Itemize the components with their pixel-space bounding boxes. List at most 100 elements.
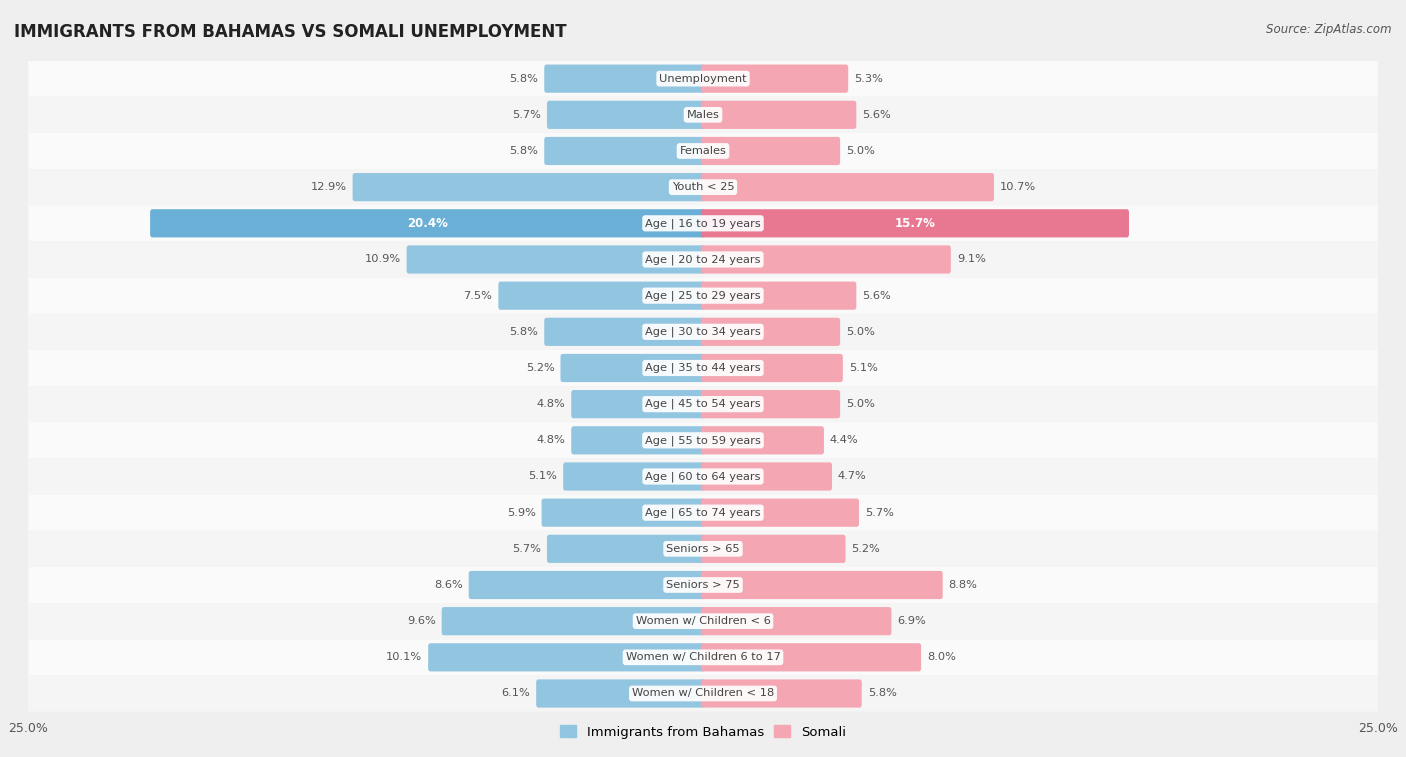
Text: Women w/ Children < 18: Women w/ Children < 18 — [631, 689, 775, 699]
FancyBboxPatch shape — [150, 209, 706, 238]
FancyBboxPatch shape — [700, 173, 994, 201]
FancyBboxPatch shape — [700, 679, 862, 708]
FancyBboxPatch shape — [700, 64, 848, 93]
FancyBboxPatch shape — [441, 607, 706, 635]
Text: 4.4%: 4.4% — [830, 435, 859, 445]
FancyBboxPatch shape — [28, 350, 1378, 386]
Text: 4.8%: 4.8% — [537, 435, 565, 445]
FancyBboxPatch shape — [547, 101, 706, 129]
FancyBboxPatch shape — [406, 245, 706, 273]
Text: 5.6%: 5.6% — [862, 110, 891, 120]
FancyBboxPatch shape — [700, 607, 891, 635]
Text: 8.0%: 8.0% — [927, 653, 956, 662]
FancyBboxPatch shape — [28, 459, 1378, 494]
Text: 5.7%: 5.7% — [865, 508, 894, 518]
Text: Women w/ Children 6 to 17: Women w/ Children 6 to 17 — [626, 653, 780, 662]
Text: 5.0%: 5.0% — [846, 327, 875, 337]
Text: Age | 55 to 59 years: Age | 55 to 59 years — [645, 435, 761, 446]
Text: Unemployment: Unemployment — [659, 73, 747, 83]
Text: 20.4%: 20.4% — [408, 217, 449, 230]
FancyBboxPatch shape — [429, 643, 706, 671]
FancyBboxPatch shape — [541, 499, 706, 527]
Text: 4.8%: 4.8% — [537, 399, 565, 409]
Text: Age | 35 to 44 years: Age | 35 to 44 years — [645, 363, 761, 373]
Text: Age | 65 to 74 years: Age | 65 to 74 years — [645, 507, 761, 518]
FancyBboxPatch shape — [700, 499, 859, 527]
Text: Youth < 25: Youth < 25 — [672, 182, 734, 192]
FancyBboxPatch shape — [468, 571, 706, 599]
Text: 10.7%: 10.7% — [1000, 182, 1036, 192]
FancyBboxPatch shape — [28, 386, 1378, 422]
Text: 5.9%: 5.9% — [506, 508, 536, 518]
Text: 5.0%: 5.0% — [846, 146, 875, 156]
FancyBboxPatch shape — [28, 97, 1378, 133]
FancyBboxPatch shape — [28, 169, 1378, 205]
Text: 4.7%: 4.7% — [838, 472, 866, 481]
Text: 15.7%: 15.7% — [894, 217, 935, 230]
Text: Seniors > 75: Seniors > 75 — [666, 580, 740, 590]
FancyBboxPatch shape — [536, 679, 706, 708]
Text: 5.2%: 5.2% — [526, 363, 554, 373]
FancyBboxPatch shape — [28, 567, 1378, 603]
Text: Males: Males — [686, 110, 720, 120]
FancyBboxPatch shape — [700, 390, 841, 419]
FancyBboxPatch shape — [700, 137, 841, 165]
FancyBboxPatch shape — [700, 643, 921, 671]
FancyBboxPatch shape — [544, 137, 706, 165]
FancyBboxPatch shape — [700, 209, 1129, 238]
Text: Age | 30 to 34 years: Age | 30 to 34 years — [645, 326, 761, 337]
Text: 9.1%: 9.1% — [956, 254, 986, 264]
FancyBboxPatch shape — [700, 101, 856, 129]
Text: 5.1%: 5.1% — [849, 363, 877, 373]
Text: 5.2%: 5.2% — [852, 544, 880, 554]
Text: 5.6%: 5.6% — [862, 291, 891, 301]
FancyBboxPatch shape — [498, 282, 706, 310]
FancyBboxPatch shape — [547, 534, 706, 563]
Legend: Immigrants from Bahamas, Somali: Immigrants from Bahamas, Somali — [555, 720, 851, 744]
Text: Age | 25 to 29 years: Age | 25 to 29 years — [645, 291, 761, 301]
FancyBboxPatch shape — [564, 463, 706, 491]
Text: 8.6%: 8.6% — [434, 580, 463, 590]
FancyBboxPatch shape — [700, 534, 845, 563]
FancyBboxPatch shape — [28, 278, 1378, 313]
FancyBboxPatch shape — [28, 531, 1378, 567]
FancyBboxPatch shape — [28, 494, 1378, 531]
FancyBboxPatch shape — [571, 426, 706, 454]
Text: Age | 45 to 54 years: Age | 45 to 54 years — [645, 399, 761, 410]
Text: Source: ZipAtlas.com: Source: ZipAtlas.com — [1267, 23, 1392, 36]
FancyBboxPatch shape — [28, 133, 1378, 169]
Text: 10.1%: 10.1% — [387, 653, 422, 662]
Text: 5.8%: 5.8% — [509, 327, 538, 337]
FancyBboxPatch shape — [700, 318, 841, 346]
Text: 8.8%: 8.8% — [949, 580, 977, 590]
FancyBboxPatch shape — [544, 318, 706, 346]
FancyBboxPatch shape — [28, 422, 1378, 459]
Text: 10.9%: 10.9% — [364, 254, 401, 264]
FancyBboxPatch shape — [571, 390, 706, 419]
FancyBboxPatch shape — [28, 313, 1378, 350]
Text: Women w/ Children < 6: Women w/ Children < 6 — [636, 616, 770, 626]
Text: Age | 20 to 24 years: Age | 20 to 24 years — [645, 254, 761, 265]
Text: Age | 60 to 64 years: Age | 60 to 64 years — [645, 472, 761, 481]
Text: 9.6%: 9.6% — [406, 616, 436, 626]
FancyBboxPatch shape — [700, 571, 942, 599]
FancyBboxPatch shape — [28, 205, 1378, 241]
FancyBboxPatch shape — [28, 639, 1378, 675]
Text: 5.7%: 5.7% — [512, 110, 541, 120]
FancyBboxPatch shape — [353, 173, 706, 201]
Text: 6.1%: 6.1% — [502, 689, 530, 699]
FancyBboxPatch shape — [700, 463, 832, 491]
Text: 5.0%: 5.0% — [846, 399, 875, 409]
Text: 5.8%: 5.8% — [509, 73, 538, 83]
FancyBboxPatch shape — [544, 64, 706, 93]
Text: 5.7%: 5.7% — [512, 544, 541, 554]
Text: 5.1%: 5.1% — [529, 472, 557, 481]
Text: 5.8%: 5.8% — [509, 146, 538, 156]
Text: 7.5%: 7.5% — [464, 291, 492, 301]
Text: 5.3%: 5.3% — [855, 73, 883, 83]
FancyBboxPatch shape — [700, 245, 950, 273]
Text: 6.9%: 6.9% — [897, 616, 927, 626]
FancyBboxPatch shape — [28, 61, 1378, 97]
Text: Females: Females — [679, 146, 727, 156]
Text: 5.8%: 5.8% — [868, 689, 897, 699]
